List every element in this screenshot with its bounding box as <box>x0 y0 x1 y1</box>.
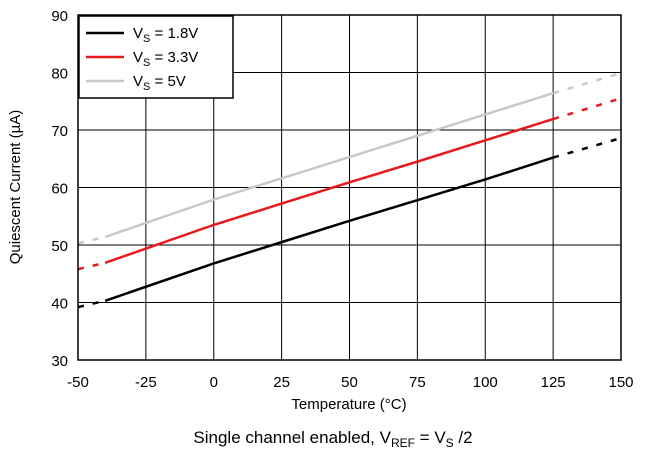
legend-label-value: = 1.8V <box>150 25 198 42</box>
series-lines <box>77 71 622 309</box>
y-axis-label: Quiescent Current (µA) <box>7 110 24 265</box>
legend-label-value: = 3.3V <box>150 49 198 66</box>
series-line-3-extrapolated-2 <box>552 71 622 95</box>
y-tick-label: 60 <box>51 181 68 198</box>
x-tick-label: 150 <box>608 374 633 391</box>
series-line-3 <box>104 92 554 239</box>
x-tick-label: 0 <box>210 374 218 391</box>
x-tick-label: -50 <box>67 374 89 391</box>
series-line-1 <box>104 156 554 302</box>
caption-prefix: Single channel enabled, V <box>193 428 391 447</box>
caption-s-subscript: S <box>446 436 454 449</box>
y-tick-label: 50 <box>51 238 68 255</box>
y-tick-label: 40 <box>51 296 68 313</box>
legend-entry: VS = 5V <box>133 73 186 93</box>
y-tick-label: 30 <box>51 353 68 370</box>
y-tick-label: 90 <box>51 8 68 25</box>
caption-middle: = V <box>415 428 446 447</box>
legend-label-main: V <box>133 25 143 42</box>
y-tick-label: 80 <box>51 66 68 83</box>
series-line-2-extrapolated-1 <box>77 261 106 271</box>
series-line-2-extrapolated-2 <box>552 97 622 121</box>
caption-suffix: /2 <box>454 428 473 447</box>
x-tick-label: 50 <box>341 374 358 391</box>
series-line-2 <box>104 117 554 265</box>
legend-entry: VS = 1.8V <box>133 25 198 45</box>
x-tick-label: 100 <box>473 374 498 391</box>
x-axis-label: Temperature (°C) <box>291 396 406 413</box>
chart-caption: Single channel enabled, VREF = VS /2 <box>193 428 472 449</box>
y-tick-label: 70 <box>51 123 68 140</box>
series-line-3-extrapolated-1 <box>77 235 106 245</box>
x-tick-label: 75 <box>409 374 426 391</box>
legend-label-value: = 5V <box>150 73 185 90</box>
x-tick-label: -25 <box>135 374 157 391</box>
x-tick-label: 125 <box>541 374 566 391</box>
x-tick-labels: -50 -25 0 25 50 75 100 125 150 <box>67 374 633 391</box>
legend-label-subscript: S <box>143 57 150 69</box>
legend-label-main: V <box>133 49 143 66</box>
legend-label-subscript: S <box>143 81 150 93</box>
y-tick-labels: 30 40 50 60 70 80 90 <box>51 8 68 370</box>
legend-label-main: V <box>133 73 143 90</box>
legend-label-subscript: S <box>143 33 150 45</box>
grid <box>77 14 622 361</box>
legend-entry: VS = 3.3V <box>133 49 198 69</box>
series-line-1-extrapolated-2 <box>552 136 622 159</box>
x-tick-label: 25 <box>273 374 290 391</box>
plot-frame <box>77 14 622 361</box>
caption-ref-subscript: REF <box>391 436 415 449</box>
series-line-1-extrapolated-1 <box>77 299 106 309</box>
